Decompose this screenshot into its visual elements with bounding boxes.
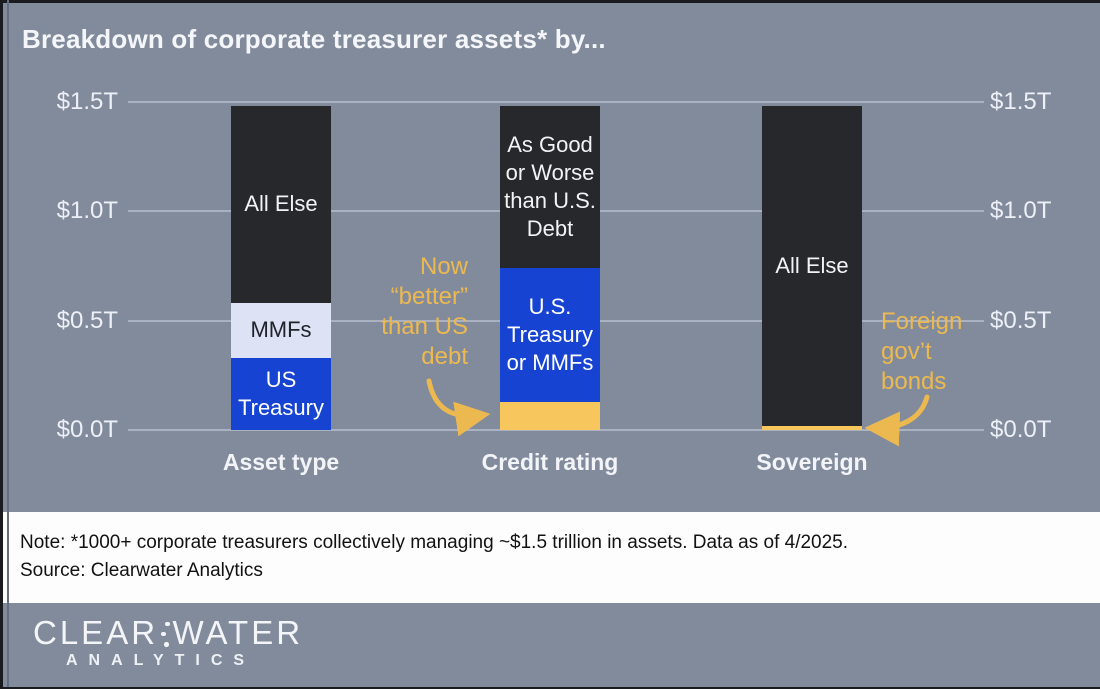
annotation-now-better-than-us-debt: Now “better” than US debt: [381, 253, 468, 370]
footnote-band: Note: *1000+ corporate treasurers collec…: [3, 512, 1100, 603]
clearwater-logo: CLEAR WATER: [33, 614, 303, 652]
bar-segment-us-treasury: US Treasury: [231, 357, 331, 430]
bar-segment-u-s-treasury-or-mmfs: U.S. Treasury or MMFs: [500, 267, 600, 402]
bar-asset-type: US Treasury MMFs All Else: [231, 105, 331, 430]
window-left-inner-border: [7, 0, 9, 689]
gridline: [128, 429, 984, 431]
y-axis-tick-label-left: $1.0T: [56, 197, 118, 224]
bar-segment-as-good-or-worse-than-u-s-debt: As Good or Worse than U.S. Debt: [500, 105, 600, 268]
bar-segment-all-else: All Else: [231, 105, 331, 303]
bar-segment-mmfs: MMFs: [231, 302, 331, 358]
bar-segment-label: All Else: [775, 252, 849, 278]
logo-text-clear: CLEAR: [33, 614, 159, 651]
gridline: [128, 100, 984, 103]
y-axis-tick-label-right: $0.5T: [990, 306, 1052, 334]
y-axis-tick-label-right: $0.0T: [990, 416, 1052, 443]
footnote-note: Note: *1000+ corporate treasurers collec…: [20, 532, 849, 553]
category-label-credit-rating: Credit rating: [481, 449, 619, 475]
bar-segment-label: US Treasury: [238, 366, 324, 420]
window-left-border: [0, 0, 3, 689]
category-label-sovereign: Sovereign: [756, 449, 868, 475]
y-axis-tick-label-left: $1.5T: [56, 87, 118, 115]
footnote-source: Source: Clearwater Analytics: [20, 560, 263, 581]
footer-band: CLEAR WATER ANALYTICS: [3, 603, 1100, 687]
bar-segment-label: All Else: [244, 191, 318, 217]
logo-drops-icon: [161, 621, 170, 647]
y-axis-tick-label-right: $1.0T: [990, 197, 1052, 224]
bar-sovereign: All Else: [762, 105, 862, 430]
y-axis-tick-label-right: $1.5T: [990, 87, 1052, 115]
annotation-foreign-govt-bonds: Foreign gov’t bonds: [881, 308, 963, 395]
chart-title: Breakdown of corporate treasurer assets*…: [22, 24, 606, 54]
window-bottom-border: [0, 687, 1100, 689]
window-top-border: [0, 0, 1100, 3]
bar-segment-all-else: All Else: [762, 105, 862, 426]
bar-segment-label: U.S. Treasury or MMFs: [506, 293, 594, 375]
bar-segment: [500, 401, 600, 430]
bar-segment: [762, 425, 862, 430]
logo-text-analytics: ANALYTICS: [66, 652, 256, 669]
y-axis-tick-label-left: $0.0T: [56, 416, 118, 443]
bar-segment-label: MMFs: [250, 317, 312, 343]
y-axis-tick-label-left: $0.5T: [56, 306, 118, 334]
bar-segment-label: As Good or Worse than U.S. Debt: [504, 131, 596, 241]
category-label-asset-type: Asset type: [222, 449, 340, 475]
logo-text-water: WATER: [172, 614, 304, 651]
bar-credit-rating: U.S. Treasury or MMFs As Good or Worse th…: [500, 105, 600, 430]
